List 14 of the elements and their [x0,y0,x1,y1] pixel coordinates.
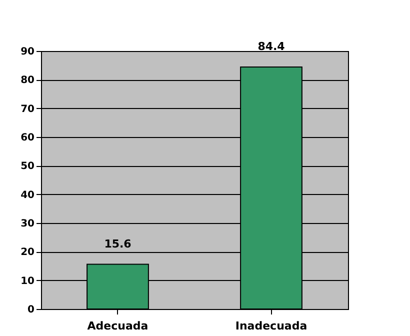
y-tick-label: 70 [20,104,35,115]
y-tick-label: 20 [20,247,35,258]
y-tick-label: 80 [20,75,35,86]
data-label: 84.4 [258,40,286,54]
y-tick-label: 10 [20,276,35,287]
y-tick-label: 90 [20,46,35,58]
y-tick-label: 50 [20,161,35,172]
y-tick-label: 40 [20,190,35,201]
x-tick-label: Inadecuada [235,320,308,332]
y-tick-label: 0 [28,304,35,316]
y-tick-label: 60 [20,132,35,144]
y-tick-label: 30 [20,218,35,230]
data-label: 15.6 [104,237,132,250]
x-tick-label: Adecuada [87,320,148,332]
